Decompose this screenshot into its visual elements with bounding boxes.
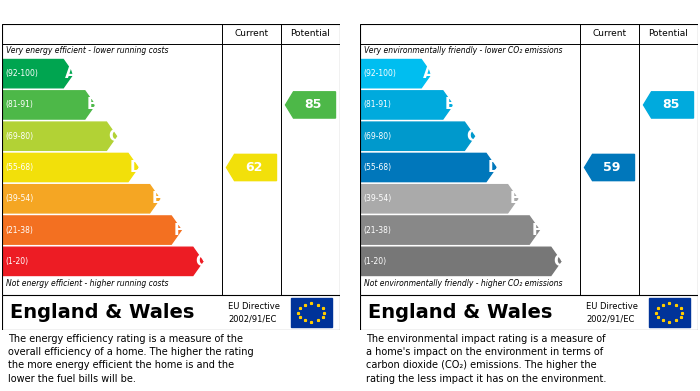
Polygon shape (2, 122, 116, 151)
Polygon shape (360, 247, 561, 276)
Text: Energy Efficiency Rating: Energy Efficiency Rating (8, 5, 190, 18)
Polygon shape (360, 185, 518, 213)
Text: 62: 62 (245, 161, 262, 174)
Text: (21-38): (21-38) (5, 226, 33, 235)
Text: Potential: Potential (649, 29, 688, 38)
Text: Current: Current (592, 29, 626, 38)
Text: A: A (65, 66, 77, 81)
Text: G: G (195, 254, 207, 269)
Text: 85: 85 (662, 99, 679, 111)
Text: B: B (445, 97, 456, 113)
Polygon shape (2, 153, 138, 182)
Text: Not environmentally friendly - higher CO₂ emissions: Not environmentally friendly - higher CO… (364, 279, 563, 288)
Text: England & Wales: England & Wales (368, 303, 552, 322)
Text: (92-100): (92-100) (363, 69, 396, 78)
Text: Very environmentally friendly - lower CO₂ emissions: Very environmentally friendly - lower CO… (364, 46, 563, 55)
Text: (69-80): (69-80) (5, 132, 33, 141)
Polygon shape (360, 59, 431, 88)
Text: (1-20): (1-20) (363, 257, 386, 266)
Text: 2002/91/EC: 2002/91/EC (228, 314, 276, 323)
Text: A: A (424, 66, 435, 81)
Text: Current: Current (234, 29, 269, 38)
Polygon shape (2, 59, 73, 88)
Text: (55-68): (55-68) (363, 163, 391, 172)
Polygon shape (2, 185, 160, 213)
Text: (21-38): (21-38) (363, 226, 391, 235)
Bar (291, 298, 332, 327)
Polygon shape (360, 153, 496, 182)
Polygon shape (2, 216, 181, 244)
Text: The environmental impact rating is a measure of
a home's impact on the environme: The environmental impact rating is a mea… (366, 334, 606, 384)
Polygon shape (2, 247, 203, 276)
Text: 59: 59 (603, 161, 620, 174)
Text: 2002/91/EC: 2002/91/EC (587, 314, 635, 323)
Text: G: G (553, 254, 566, 269)
Text: EU Directive: EU Directive (228, 302, 281, 311)
Text: (81-91): (81-91) (5, 100, 33, 109)
Text: (92-100): (92-100) (5, 69, 38, 78)
Polygon shape (584, 154, 634, 181)
Polygon shape (360, 216, 539, 244)
Bar (649, 298, 689, 327)
Text: (55-68): (55-68) (5, 163, 33, 172)
Text: (39-54): (39-54) (363, 194, 391, 203)
Text: Environmental Impact (CO₂) Rating: Environmental Impact (CO₂) Rating (366, 5, 627, 18)
Text: C: C (108, 129, 120, 144)
Text: The energy efficiency rating is a measure of the
overall efficiency of a home. T: The energy efficiency rating is a measur… (8, 334, 253, 384)
Text: F: F (531, 222, 542, 238)
Text: 85: 85 (304, 99, 321, 111)
Text: F: F (174, 222, 183, 238)
Text: E: E (510, 191, 520, 206)
Text: Potential: Potential (290, 29, 330, 38)
Text: (81-91): (81-91) (363, 100, 391, 109)
Polygon shape (2, 91, 95, 119)
Text: (1-20): (1-20) (5, 257, 28, 266)
Text: E: E (152, 191, 162, 206)
Text: D: D (130, 160, 143, 175)
Text: (69-80): (69-80) (363, 132, 391, 141)
Text: England & Wales: England & Wales (10, 303, 195, 322)
Polygon shape (286, 92, 335, 118)
Polygon shape (643, 92, 694, 118)
Polygon shape (360, 91, 453, 119)
Text: D: D (488, 160, 500, 175)
Text: Very energy efficient - lower running costs: Very energy efficient - lower running co… (6, 46, 169, 55)
Text: B: B (87, 97, 99, 113)
Text: Not energy efficient - higher running costs: Not energy efficient - higher running co… (6, 279, 169, 288)
Text: C: C (466, 129, 477, 144)
Text: EU Directive: EU Directive (587, 302, 638, 311)
Polygon shape (227, 154, 276, 181)
Text: (39-54): (39-54) (5, 194, 34, 203)
Polygon shape (360, 122, 475, 151)
